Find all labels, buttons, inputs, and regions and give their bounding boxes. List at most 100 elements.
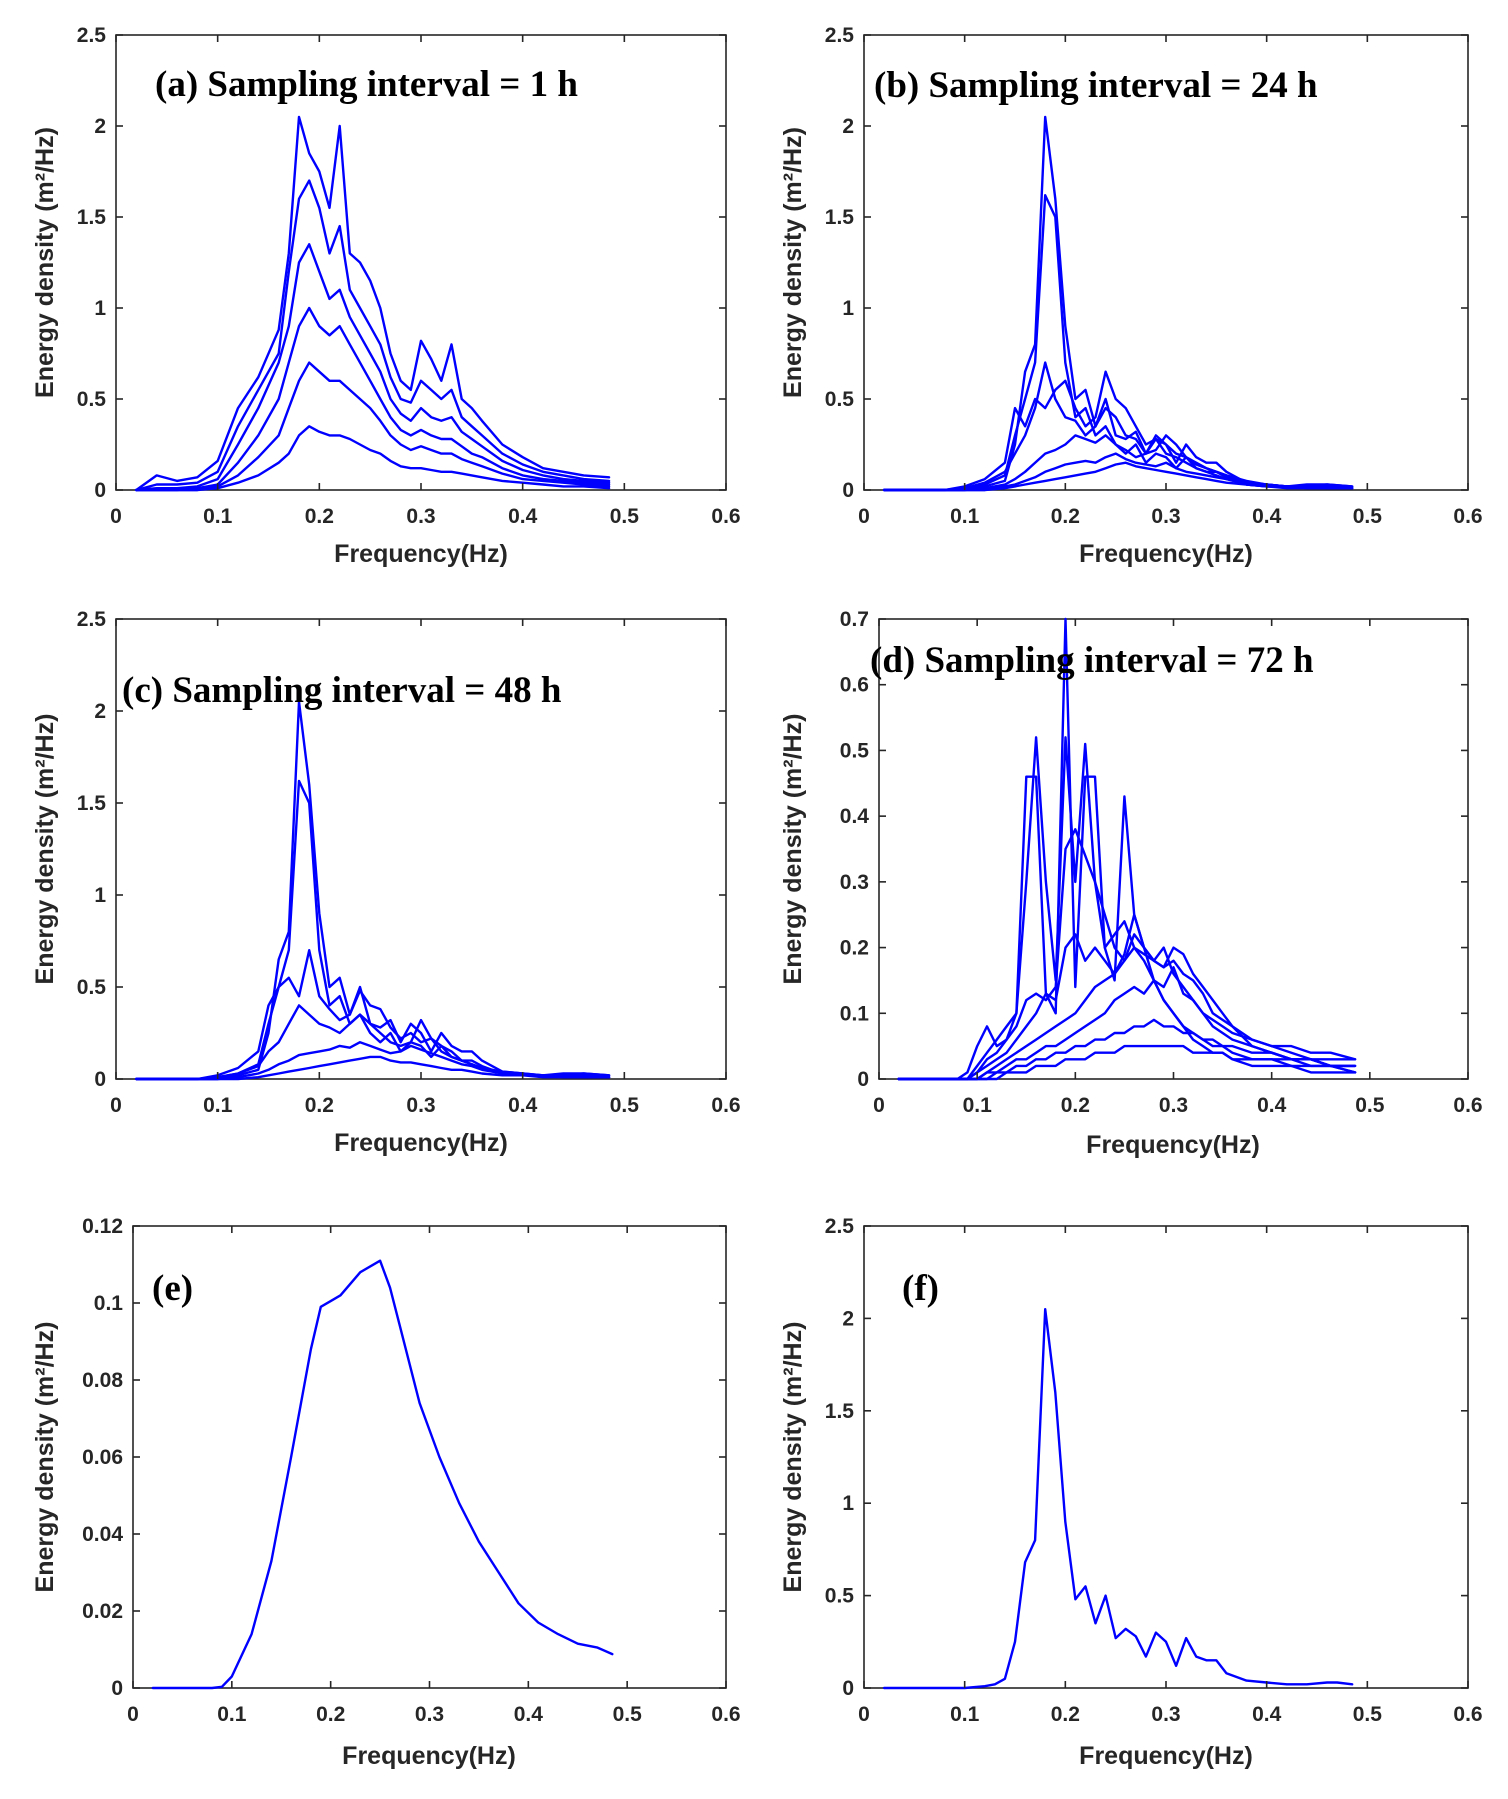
y-tick-label: 0 [111,1677,123,1700]
x-tick-label: 0.4 [514,1703,544,1726]
axis-ticks: 0 0.1 0.2 0.3 0.4 0.5 0.6 0 0.02 0.04 0.06 0.08 0.1 0… [82,1215,740,1726]
y-tick-label: 0.06 [82,1446,123,1469]
x-axis-label: Frequency(Hz) [1079,540,1253,568]
x-tick-label: 0.5 [1353,505,1383,528]
series-line-3 [897,828,1357,1081]
series-line-7 [897,1018,1357,1081]
y-tick-label: 1 [94,884,106,907]
series-line-1 [135,115,611,492]
series-line-7 [882,461,1354,492]
y-tick-label: 0.7 [840,608,869,631]
x-axis-label: Frequency(Hz) [1079,1742,1253,1770]
series-line-5 [135,1041,611,1081]
y-axis-label: Energy density (m²/Hz) [779,1322,807,1593]
panel-title: (d) Sampling interval = 72 h [870,640,1314,681]
x-axis-label: Frequency(Hz) [334,540,508,568]
y-axis-label: Energy density (m²/Hz) [31,127,59,398]
x-tick-label: 0.3 [1159,1094,1188,1117]
axis-ticks: 0 0.1 0.2 0.3 0.4 0.5 0.6 0 0.5 1 1.5 2 2.5 [77,24,741,528]
y-axis-label: Energy density (m²/Hz) [31,714,59,985]
x-tick-label: 0 [127,1703,139,1726]
axis-ticks: 0 0.1 0.2 0.3 0.4 0.5 0.6 0 0.1 0.2 0.3 0.4 0.5 0.6 0.… [840,608,1483,1117]
x-tick-label: 0.5 [610,505,640,528]
plot-area [115,618,727,1080]
y-tick-label: 0.5 [840,739,870,762]
x-tick-label: 0.6 [1453,505,1482,528]
y-tick-label: 0.1 [840,1002,870,1025]
data-lines [882,115,1354,492]
y-tick-label: 0.5 [825,388,855,411]
x-tick-label: 0 [873,1094,885,1117]
x-tick-label: 0.6 [1453,1094,1482,1117]
series-line-1 [135,700,611,1081]
panel-c: 0 0.1 0.2 0.3 0.4 0.5 0.6 0 0.5 1 1.5 2 2.5 (c) Samp… [31,608,741,1157]
y-tick-label: 0.6 [840,674,869,697]
series-line-1 [882,1308,1354,1690]
y-tick-label: 0.02 [82,1600,123,1623]
y-tick-label: 2.5 [825,24,855,47]
panel-title: (e) [152,1268,193,1309]
y-tick-label: 0 [857,1068,869,1091]
data-lines [135,115,611,492]
plot-area [863,34,1469,491]
data-lines [897,617,1357,1081]
series-line-6 [135,1055,611,1081]
x-tick-label: 0.3 [1151,505,1180,528]
x-tick-label: 0.2 [305,505,334,528]
x-tick-label: 0.3 [406,505,435,528]
x-tick-label: 0.3 [415,1703,444,1726]
series-line-5 [897,946,1357,1081]
x-tick-label: 0 [110,505,122,528]
y-tick-label: 2.5 [77,24,107,47]
y-tick-label: 2.5 [77,608,107,631]
x-tick-label: 0.1 [203,1094,233,1117]
x-tick-label: 0.6 [711,1094,740,1117]
series-line-6 [882,452,1354,492]
y-tick-label: 0 [94,479,106,502]
x-tick-label: 0.2 [305,1094,334,1117]
plot-area [863,1225,1469,1689]
series-line-4 [135,306,611,492]
y-tick-label: 0 [94,1068,106,1091]
data-lines [151,1259,614,1690]
data-lines [882,1308,1354,1690]
panel-a: 0 0.1 0.2 0.3 0.4 0.5 0.6 0 0.5 1 1.5 2 2.5 (a) Samp… [31,24,741,568]
x-tick-label: 0.2 [1061,1094,1090,1117]
y-tick-label: 1 [842,297,854,320]
y-tick-label: 0 [842,1677,854,1700]
x-tick-label: 0.6 [711,1703,740,1726]
x-axis-label: Frequency(Hz) [342,1742,516,1770]
y-tick-label: 0.4 [840,805,870,828]
y-tick-label: 0.08 [82,1369,123,1392]
x-tick-label: 0.3 [1151,1703,1180,1726]
series-line-6 [135,425,611,492]
axis-ticks: 0 0.1 0.2 0.3 0.4 0.5 0.6 0 0.5 1 1.5 2 2.5 [825,24,1483,528]
series-line-3 [135,243,611,492]
x-tick-label: 0 [858,505,870,528]
y-tick-label: 0.5 [77,388,107,411]
y-tick-label: 2 [842,115,854,138]
x-tick-label: 0.2 [1051,1703,1080,1726]
x-tick-label: 0.5 [610,1094,640,1117]
panel-d: 0 0.1 0.2 0.3 0.4 0.5 0.6 0 0.1 0.2 0.3 0.4 0.5 0.6 0.… [779,608,1483,1159]
panel-title: (f) [902,1268,939,1309]
x-tick-label: 0.5 [613,1703,643,1726]
y-tick-label: 0.2 [840,937,869,960]
x-tick-label: 0 [858,1703,870,1726]
x-axis-label: Frequency(Hz) [1086,1131,1260,1159]
y-tick-label: 1 [842,1492,854,1515]
x-tick-label: 0.1 [950,1703,980,1726]
x-tick-label: 0 [110,1094,122,1117]
series-line-2 [135,179,611,492]
x-tick-label: 0.1 [203,505,233,528]
axis-ticks: 0 0.1 0.2 0.3 0.4 0.5 0.6 0 0.5 1 1.5 2 2.5 [77,608,741,1117]
plot-area [878,618,1469,1080]
panel-e: 0 0.1 0.2 0.3 0.4 0.5 0.6 0 0.02 0.04 0.06 0.08 0.1 0… [31,1215,741,1770]
x-tick-label: 0.4 [1252,1703,1282,1726]
panel-title: (a) Sampling interval = 1 h [155,64,578,105]
x-tick-label: 0.1 [963,1094,993,1117]
x-tick-label: 0.5 [1353,1703,1383,1726]
y-axis-label: Energy density (m²/Hz) [779,127,807,398]
x-tick-label: 0.4 [1252,505,1282,528]
